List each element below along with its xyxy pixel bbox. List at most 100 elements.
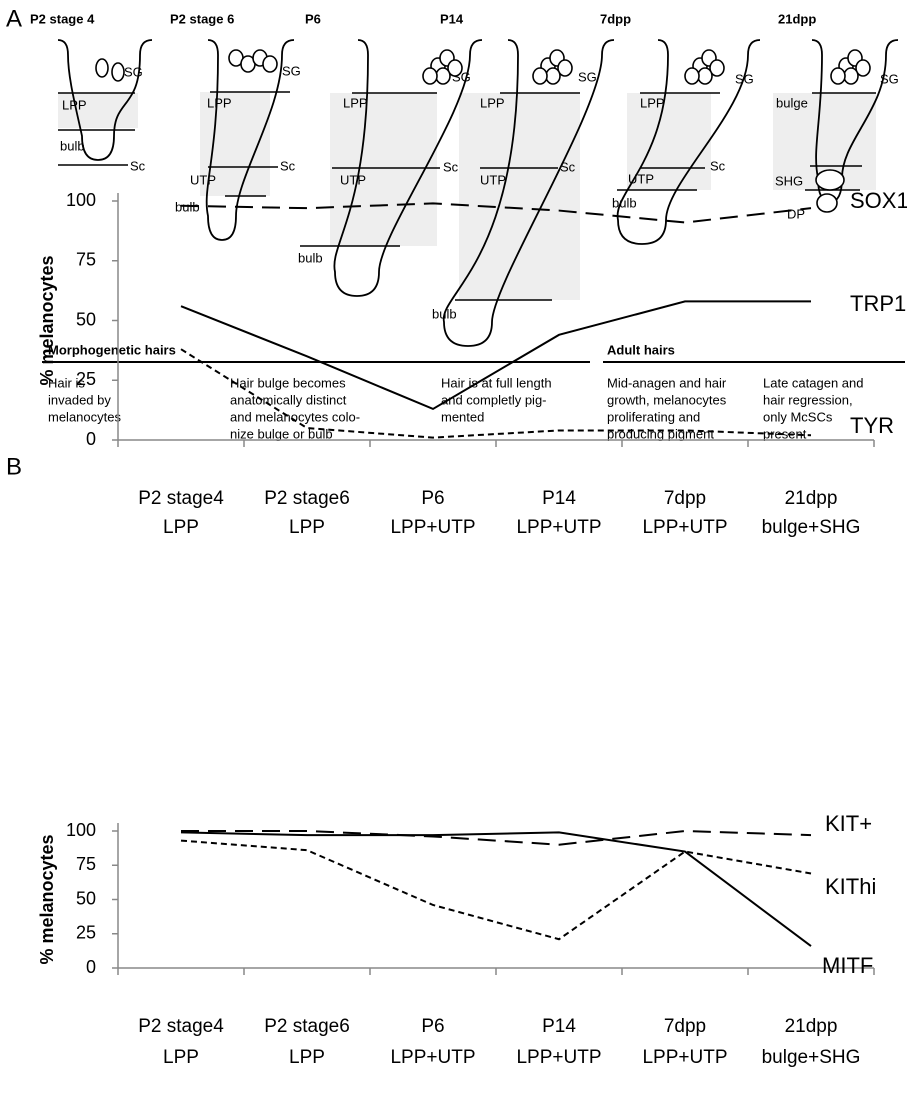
description-line: anatomically distinct: [230, 392, 347, 407]
series-label: MITF: [822, 953, 873, 978]
series-line: [181, 832, 811, 946]
description-line: Late catagen and: [763, 375, 863, 390]
x-tick-label: 7dpp: [664, 488, 706, 509]
diagram-label: UTP: [340, 172, 366, 187]
y-tick-label: 25: [76, 923, 96, 943]
description-line: mented: [441, 409, 484, 424]
panel-label: B: [6, 453, 22, 480]
sebaceous-gland: [698, 68, 712, 84]
diagram-label: bulge: [776, 95, 808, 110]
stage-title: P2 stage 6: [170, 11, 234, 26]
x-tick-label: P6: [421, 1016, 444, 1037]
series-line: [181, 841, 811, 940]
stage-title: 7dpp: [600, 11, 631, 26]
y-tick-label: 0: [86, 429, 96, 449]
x-tick-label: P14: [542, 1016, 576, 1037]
sebaceous-gland: [263, 56, 277, 72]
dermal-papilla: [817, 194, 837, 212]
sebaceous-gland: [831, 68, 845, 84]
sebaceous-gland: [436, 68, 450, 84]
y-tick-label: 50: [76, 888, 96, 908]
line-chart: % melanocytes 0 25 50 75 100 P2 stage4 LPP P2 st…: [37, 811, 877, 1068]
description-line: invaded by: [48, 392, 111, 407]
sebaceous-gland: [685, 68, 699, 84]
diagram-label: Sc: [280, 158, 296, 173]
description-line: Hair is at full length: [441, 375, 552, 390]
diagram-label: SHG: [775, 173, 803, 188]
x-tick-label: P6: [421, 488, 444, 509]
series-label: TRP1: [850, 291, 906, 316]
diagram-label: Sc: [130, 158, 146, 173]
sebaceous-gland: [844, 68, 858, 84]
x-tick-label: LPP+UTP: [390, 1047, 475, 1068]
diagram-label: Sc: [443, 159, 459, 174]
x-tick-label: P14: [542, 488, 576, 509]
x-tick-label: P2 stage6: [264, 488, 350, 509]
x-tick-label: bulge+SHG: [762, 1047, 861, 1068]
x-tick-label: P2 stage4: [138, 1016, 224, 1037]
y-tick-label: 0: [86, 957, 96, 977]
y-tick-label: 100: [66, 190, 96, 210]
diagram-label: bulb: [612, 195, 637, 210]
x-tick-label: 21dpp: [785, 488, 838, 509]
description-line: melanocytes: [48, 409, 121, 424]
stage-title: P14: [440, 11, 464, 26]
x-tick-label: LPP+UTP: [642, 517, 727, 538]
diagram-label: LPP: [480, 95, 505, 110]
x-tick-label: LPP: [163, 1047, 199, 1068]
x-tick-label: LPP+UTP: [516, 517, 601, 538]
y-axis-label: % melanocytes: [37, 255, 57, 385]
section-title: Morphogenetic hairs: [48, 342, 176, 357]
description-line: and melanocytes colo-: [230, 409, 360, 424]
description-line: Mid-anagen and hair: [607, 375, 727, 390]
description-line: nize bulge or bulb: [230, 426, 333, 441]
x-tick-label: LPP: [289, 517, 325, 538]
sebaceous-gland: [112, 63, 124, 81]
x-tick-label: P2 stage4: [138, 488, 224, 509]
region-box: [459, 93, 580, 300]
sebaceous-gland: [546, 68, 560, 84]
series-label: KIT+: [825, 811, 872, 836]
x-tick-label: 7dpp: [664, 1016, 706, 1037]
diagram-label: LPP: [207, 95, 232, 110]
stage-title: P6: [305, 11, 321, 26]
diagram-label: bulb: [60, 138, 85, 153]
x-tick-label: LPP+UTP: [642, 1047, 727, 1068]
y-tick-label: 25: [76, 369, 96, 389]
series-label: KIThi: [825, 874, 876, 899]
section-title: Adult hairs: [607, 342, 675, 357]
sebaceous-gland: [96, 59, 108, 77]
x-tick-label: LPP: [289, 1047, 325, 1068]
x-tick-label: LPP: [163, 517, 199, 538]
diagram-label: SG: [282, 63, 301, 78]
diagram-label: bulb: [298, 250, 323, 265]
figure: A B P2 stage 4 SG LPP bulb Sc P2 stage 6…: [0, 0, 907, 1100]
y-axis-label: % melanocytes: [37, 834, 57, 964]
sebaceous-gland: [533, 68, 547, 84]
y-tick-label: 100: [66, 820, 96, 840]
diagram-label: Sc: [710, 158, 726, 173]
x-tick-label: 21dpp: [785, 1016, 838, 1037]
diagram-label: LPP: [343, 95, 368, 110]
diagram-label: SG: [578, 69, 597, 84]
series-label: SOX10: [850, 188, 907, 213]
y-tick-label: 75: [76, 250, 96, 270]
y-tick-label: 75: [76, 854, 96, 874]
panel-label: A: [6, 5, 22, 32]
description-line: proliferating and: [607, 409, 700, 424]
sebaceous-gland: [423, 68, 437, 84]
diagram-label: UTP: [190, 172, 216, 187]
x-tick-label: P2 stage6: [264, 1016, 350, 1037]
series-label: TYR: [850, 413, 894, 438]
secondary-hair-germ: [816, 170, 844, 190]
x-tick-label: LPP+UTP: [516, 1047, 601, 1068]
description-line: hair regression,: [763, 392, 853, 407]
x-tick-label: bulge+SHG: [762, 517, 861, 538]
diagram-label: UTP: [480, 172, 506, 187]
hair-diagrams: P2 stage 4 SG LPP bulb Sc P2 stage 6 SG …: [30, 11, 905, 362]
description-line: producing pigment: [607, 426, 714, 441]
x-tick-label: LPP+UTP: [390, 517, 475, 538]
diagram-label: LPP: [640, 95, 665, 110]
description-line: Hair bulge becomes: [230, 375, 346, 390]
description-line: only McSCs: [763, 409, 833, 424]
